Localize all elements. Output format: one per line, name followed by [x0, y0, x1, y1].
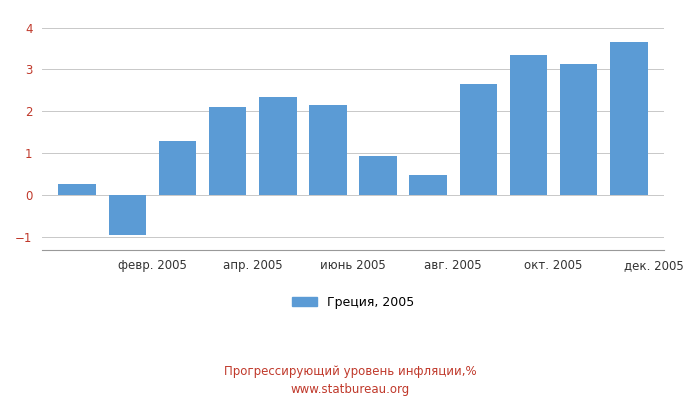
- Text: Прогрессирующий уровень инфляции,%: Прогрессирующий уровень инфляции,%: [224, 366, 476, 378]
- Bar: [259, 97, 297, 195]
- Bar: [209, 107, 246, 195]
- Bar: [359, 156, 397, 195]
- Bar: [58, 184, 96, 195]
- Text: www.statbureau.org: www.statbureau.org: [290, 384, 410, 396]
- Bar: [610, 42, 648, 195]
- Bar: [459, 84, 497, 195]
- Bar: [410, 176, 447, 195]
- Bar: [510, 55, 547, 195]
- Bar: [560, 64, 597, 195]
- Bar: [159, 141, 196, 195]
- Bar: [309, 105, 346, 195]
- Bar: [108, 195, 146, 235]
- Legend: Греция, 2005: Греция, 2005: [287, 291, 419, 314]
